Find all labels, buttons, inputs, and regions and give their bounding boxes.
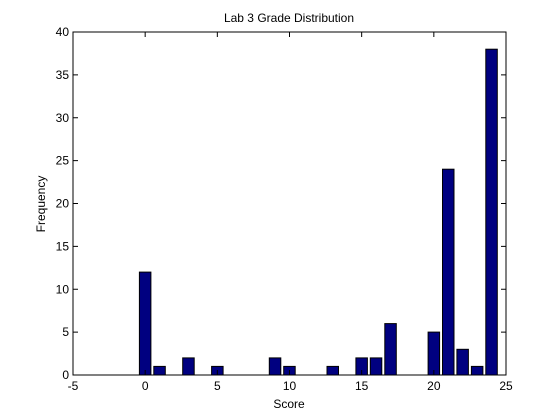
y-tick-label: 35 xyxy=(56,68,70,82)
y-tick-label: 25 xyxy=(56,154,70,168)
bar-score-0 xyxy=(138,271,152,376)
bar-score-22 xyxy=(456,348,469,376)
bar-score-21 xyxy=(442,168,455,376)
bar-score-24 xyxy=(485,48,498,376)
x-axis-label: Score xyxy=(273,397,305,411)
y-tick-label: 30 xyxy=(56,111,70,125)
plot-area xyxy=(72,31,507,376)
bar-score-23 xyxy=(470,365,484,376)
bar-score-16 xyxy=(369,357,383,376)
bar-score-1 xyxy=(153,365,166,376)
x-tick-label: -5 xyxy=(68,379,79,393)
y-tick-label: 40 xyxy=(56,25,70,39)
chart-title: Lab 3 Grade Distribution xyxy=(224,11,354,25)
bar-score-13 xyxy=(326,365,339,376)
x-tick-label: 25 xyxy=(499,379,513,393)
x-tick-label: 20 xyxy=(427,379,441,393)
bar-score-9 xyxy=(268,357,282,376)
bar-score-20 xyxy=(427,331,441,376)
y-tick-label: 15 xyxy=(56,239,70,253)
x-axis-ticks: -5 0 5 10 15 20 25 xyxy=(68,32,513,393)
y-tick-label: 20 xyxy=(56,197,70,211)
y-tick-label: 5 xyxy=(62,325,69,339)
y-axis-label: Frequency xyxy=(34,176,48,233)
bar-score-3 xyxy=(182,357,195,376)
y-axis-ticks: 0 5 10 15 20 25 30 35 40 xyxy=(56,25,506,382)
y-tick-label: 0 xyxy=(62,368,69,382)
x-tick-label: 10 xyxy=(283,379,297,393)
bar-score-17 xyxy=(384,323,397,376)
x-tick-label: 0 xyxy=(142,379,149,393)
x-tick-label: 5 xyxy=(214,379,221,393)
x-tick-label: 15 xyxy=(355,379,369,393)
y-tick-label: 10 xyxy=(56,282,70,296)
